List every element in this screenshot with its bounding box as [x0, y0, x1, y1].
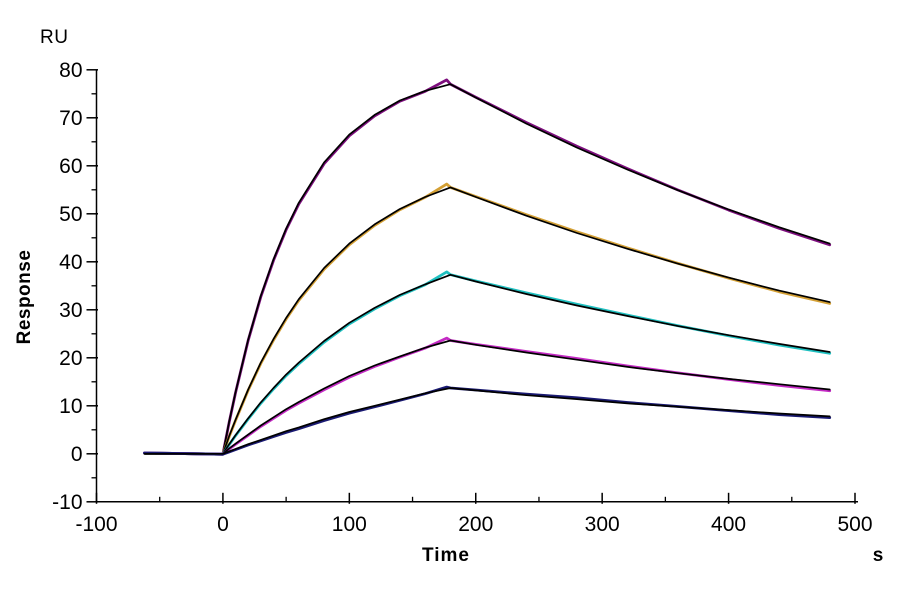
y-axis-unit-label: RU — [40, 27, 69, 48]
raw-trace-1-purple — [143, 78, 832, 456]
y-axis-title: Response — [14, 249, 35, 345]
x-tick-label: 500 — [837, 513, 872, 536]
y-tick-label: 0 — [71, 443, 83, 466]
fit-trace-1-purple — [143, 83, 831, 455]
y-tick-label: 50 — [59, 203, 82, 226]
x-tick-label: 300 — [585, 513, 620, 536]
fit-trace-3-cyan — [143, 273, 831, 455]
y-tick-label: -10 — [52, 491, 82, 514]
x-axis-unit-label: s — [872, 545, 884, 566]
y-tick-label: 60 — [59, 155, 82, 178]
x-tick-label: 100 — [332, 513, 367, 536]
y-tick-label: 70 — [59, 107, 82, 130]
fit-trace-2-gold — [143, 186, 831, 455]
x-tick-label: 200 — [458, 513, 493, 536]
y-tick-label: 10 — [59, 395, 82, 418]
x-tick-label: 0 — [217, 513, 229, 536]
x-tick-label: 400 — [711, 513, 746, 536]
raw-trace-4-magenta — [143, 336, 832, 456]
x-tick-label: -100 — [75, 513, 117, 536]
y-tick-label: 20 — [59, 347, 82, 370]
y-tick-label: 30 — [59, 299, 82, 322]
y-tick-label: 80 — [59, 59, 82, 82]
x-axis-title: Time — [421, 545, 471, 566]
raw-trace-2-gold — [143, 182, 832, 456]
fit-trace-5-navy — [143, 387, 831, 455]
y-tick-label: 40 — [59, 251, 82, 274]
raw-trace-3-cyan — [143, 270, 832, 456]
